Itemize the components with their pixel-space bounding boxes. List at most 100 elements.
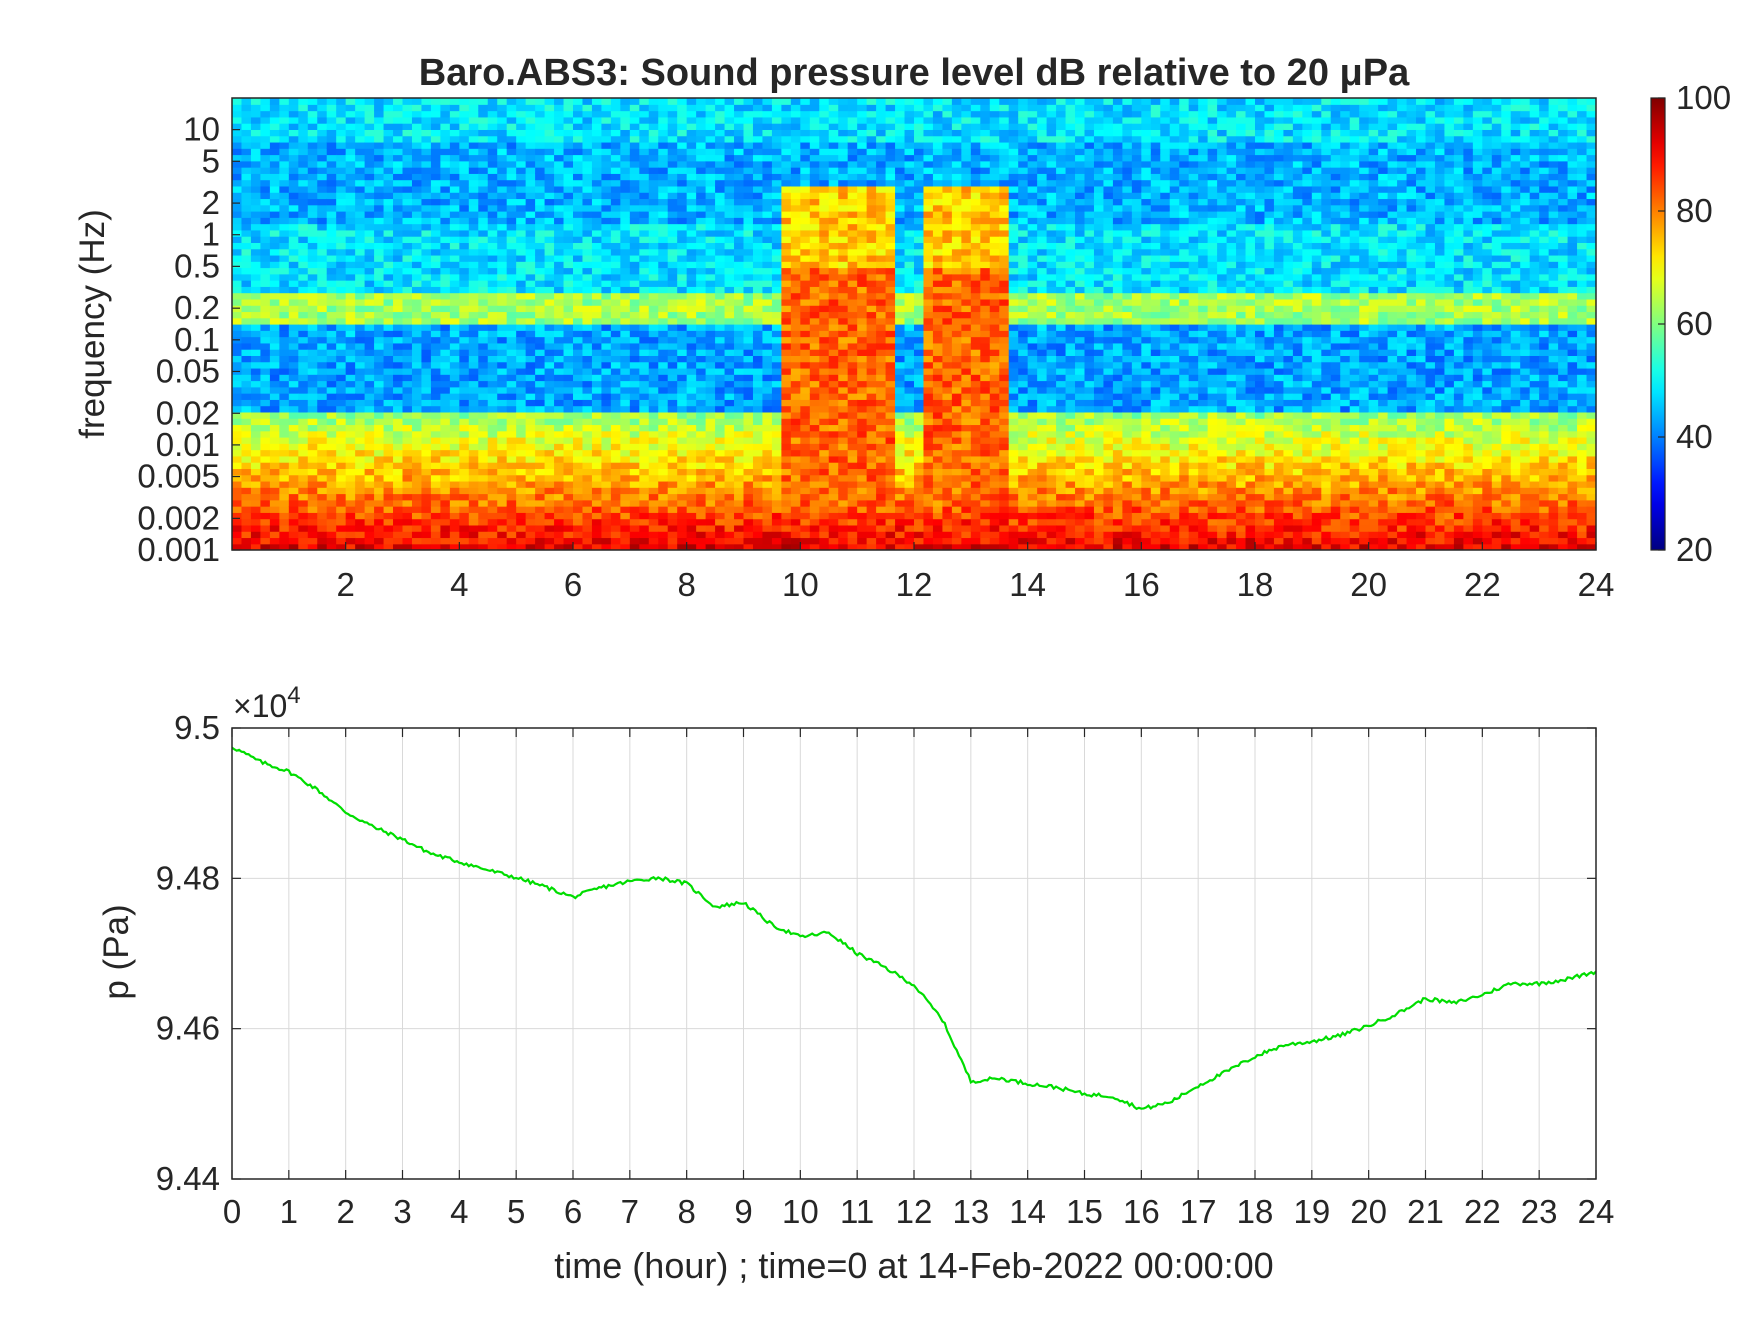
spectrogram-cell [743, 135, 754, 143]
spectrogram-cell [307, 367, 318, 375]
spectrogram-cell [449, 286, 460, 294]
spectrogram-cell [696, 217, 707, 225]
spectrogram-cell [705, 487, 716, 495]
spectrogram-cell [459, 443, 470, 451]
spectrogram-cell [686, 286, 697, 294]
spectrogram-cell [317, 286, 328, 294]
spectrogram-cell [298, 110, 309, 118]
spectrogram-cell [658, 135, 669, 143]
spectrogram-cell [639, 499, 650, 507]
spectrogram-cell [336, 217, 347, 225]
spectrogram-cell [847, 116, 858, 124]
spectrogram-cell [336, 98, 347, 105]
spectrogram-cell [752, 336, 764, 344]
spectrogram-cell [743, 487, 754, 495]
spectrogram-cell [241, 336, 252, 344]
spectrogram-cell [696, 179, 707, 187]
spectrogram-cell [724, 349, 735, 356]
spectrogram-cell [610, 254, 621, 262]
spectrogram-cell [516, 386, 527, 394]
spectrogram-cell [516, 349, 527, 356]
spectrogram-cell [364, 154, 375, 162]
spectrogram-cell [317, 430, 328, 438]
spectrogram-cell [705, 104, 716, 112]
spectrogram-cell [724, 455, 735, 463]
spectrogram-cell [885, 424, 896, 432]
spectrogram-cell [752, 229, 764, 237]
spectrogram-cell [734, 455, 745, 463]
spectrogram-cell [487, 179, 498, 187]
spectrogram-cell [506, 317, 517, 325]
spectrogram-cell [421, 399, 432, 407]
spectrogram-cell [459, 229, 470, 237]
spectrogram-cell [752, 531, 764, 539]
spectrogram-cell [336, 462, 347, 469]
spectrogram-cell [393, 506, 404, 513]
spectrogram-cell [411, 418, 423, 426]
spectrogram-cell [345, 123, 356, 130]
spectrogram-cell [658, 98, 669, 105]
spectrogram-cell [506, 468, 517, 476]
spectrogram-cell [828, 537, 839, 545]
spectrogram-cell [525, 430, 536, 438]
spectrogram-cell [374, 411, 385, 419]
spectrogram-cell [771, 424, 782, 432]
spectrogram-cell [876, 330, 887, 338]
spectrogram-cell [554, 324, 565, 331]
spectrogram-cell [326, 254, 337, 262]
spectrogram-cell [525, 192, 536, 200]
spectrogram-cell [459, 324, 470, 331]
spectrogram-cell [677, 493, 688, 501]
spectrogram-cell [838, 374, 849, 382]
spectrogram-cell [430, 223, 441, 231]
spectrogram-cell [487, 211, 498, 218]
spectrogram-cell [374, 367, 385, 375]
spectrogram-cell [648, 512, 659, 520]
spectrogram-cell [307, 537, 318, 545]
spectrogram-cell [336, 449, 347, 457]
spectrogram-cell [819, 311, 830, 319]
spectrogram-cell [421, 267, 432, 275]
spectrogram-cell [487, 236, 498, 243]
spectrogram-cell [535, 229, 546, 237]
spectrogram-cell [535, 393, 546, 400]
spectrogram-cell [516, 242, 527, 250]
spectrogram-cell [743, 399, 754, 407]
spectrogram-cell [866, 399, 877, 407]
spectrogram-cell [250, 317, 262, 325]
spectrogram-cell [743, 211, 754, 218]
spectrogram-cell [876, 449, 887, 457]
spectrogram-cell [298, 261, 309, 269]
spectrogram-cell [857, 424, 868, 432]
spectrogram-cell [269, 430, 280, 438]
spectrogram-cell [677, 267, 688, 275]
spectrogram-cell [535, 537, 546, 545]
spectrogram-cell [421, 198, 432, 206]
spectrogram-cell [250, 286, 262, 294]
spectrogram-cell [639, 512, 650, 520]
spectrogram-cell [506, 411, 517, 419]
spectrogram-cell [866, 462, 877, 469]
spectrogram-cell [620, 342, 631, 350]
spectrogram-cell [478, 104, 489, 112]
spectrogram-cell [771, 141, 782, 149]
spectrogram-cell [724, 129, 735, 137]
spectrogram-cell [828, 267, 839, 275]
spectrogram-cell [705, 336, 716, 344]
spectrogram-cell [374, 543, 385, 550]
spectrogram-cell [497, 531, 508, 539]
spectrogram-cell [298, 104, 309, 112]
spectrogram-cell [658, 424, 669, 432]
spectrogram-cell [516, 135, 527, 143]
spectrogram-cell [307, 374, 318, 382]
spectrogram-cell [241, 179, 252, 187]
spectrogram-cell [847, 129, 858, 137]
spectrogram-cell [743, 141, 754, 149]
spectrogram-cell [762, 342, 773, 350]
spectrogram-cell [393, 399, 404, 407]
spectrogram-cell [686, 324, 697, 331]
spectrogram-cell [421, 261, 432, 269]
spectrogram-cell [421, 160, 432, 168]
spectrogram-cell [336, 229, 347, 237]
spectrogram-cell [525, 167, 536, 174]
